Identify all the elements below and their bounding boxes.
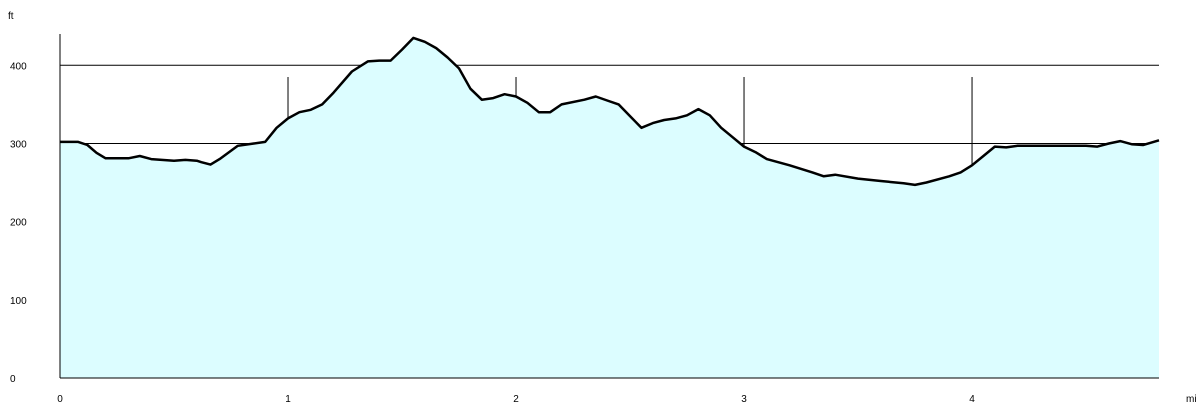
x-tick-label: 0 <box>57 394 63 405</box>
x-axis-unit-label: mi <box>1186 394 1197 405</box>
elevation-profile-line <box>60 36 1160 187</box>
y-tick-label: 300 <box>10 139 27 150</box>
elevation-area-fill <box>60 37 1159 379</box>
x-tick-label: 3 <box>741 394 747 405</box>
y-tick-label: 100 <box>10 296 27 307</box>
x-tick-label: 1 <box>285 394 291 405</box>
x-tick-label: 2 <box>513 394 519 405</box>
y-tick-label: 0 <box>10 374 16 385</box>
x-tick-label: 4 <box>969 394 975 405</box>
y-axis-unit-label: ft <box>8 11 14 22</box>
y-tick-label: 400 <box>10 61 27 72</box>
y-tick-label: 200 <box>10 218 27 229</box>
